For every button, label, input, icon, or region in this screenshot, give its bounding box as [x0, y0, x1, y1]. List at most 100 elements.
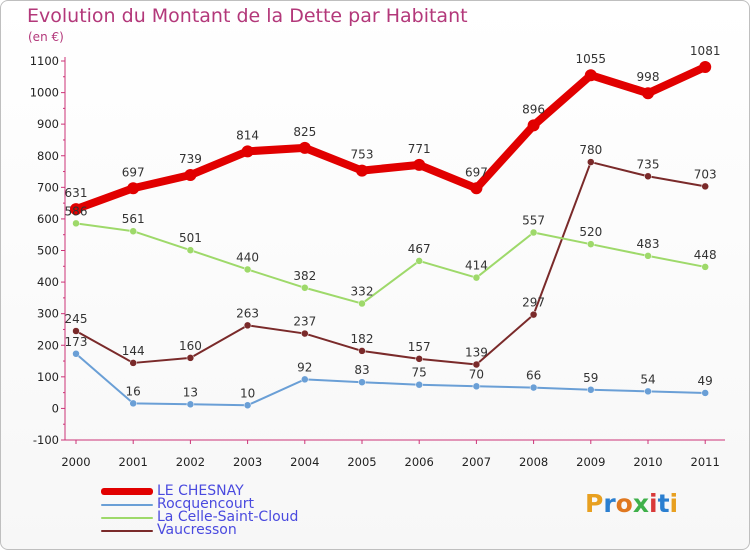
- x-tick-label: 2006: [405, 455, 434, 469]
- y-tick-label: 200: [37, 338, 59, 352]
- data-point: [301, 375, 309, 384]
- legend-item: Rocquencourt: [101, 496, 298, 512]
- data-label: 735: [637, 157, 660, 171]
- data-label: 557: [522, 213, 545, 227]
- legend-item: Vaucresson: [101, 522, 298, 538]
- x-tick-label: 2011: [691, 455, 720, 469]
- data-label: 173: [65, 335, 88, 349]
- legend-item: LE CHESNAY: [101, 484, 298, 498]
- y-tick-label: 300: [37, 307, 59, 321]
- data-label: 697: [122, 165, 145, 179]
- x-tick-label: 2004: [290, 455, 319, 469]
- y-tick-label: 700: [37, 180, 59, 194]
- x-tick-label: 2007: [462, 455, 491, 469]
- data-label: 66: [526, 369, 541, 383]
- data-label: 631: [65, 186, 88, 200]
- data-point: [415, 380, 423, 389]
- y-tick-label: -100: [33, 433, 59, 447]
- data-point: [129, 399, 137, 408]
- logo-letter: P: [585, 489, 604, 518]
- data-point: [127, 182, 140, 195]
- data-point: [186, 354, 195, 362]
- y-tick-label: 500: [37, 244, 59, 258]
- data-point: [587, 386, 595, 394]
- data-label: 739: [179, 152, 202, 166]
- data-point: [72, 350, 80, 358]
- x-tick-label: 2005: [347, 455, 376, 469]
- data-label: 998: [637, 70, 660, 84]
- data-label: 139: [465, 346, 488, 360]
- data-point: [243, 321, 252, 330]
- data-point: [301, 329, 309, 338]
- data-label: 332: [351, 285, 374, 299]
- legend-label: Vaucresson: [157, 522, 237, 538]
- series-line-0: [72, 63, 710, 214]
- data-point: [358, 299, 366, 308]
- proxiti-logo: Proxiti: [585, 489, 678, 518]
- data-label: 814: [236, 128, 259, 142]
- data-label: 16: [126, 384, 141, 398]
- data-label: 157: [408, 340, 431, 354]
- data-point: [644, 387, 652, 396]
- data-label: 70: [469, 367, 484, 381]
- chart-title: Evolution du Montant de la Dette par Hab…: [27, 5, 468, 27]
- data-label: 448: [694, 248, 717, 262]
- data-label: 586: [65, 204, 88, 218]
- data-label: 771: [408, 142, 431, 156]
- data-point: [129, 359, 137, 367]
- data-point: [186, 246, 195, 254]
- logo-letter: t: [657, 489, 670, 518]
- data-label: 92: [297, 360, 312, 374]
- data-point: [587, 240, 595, 248]
- data-label: 49: [698, 374, 713, 388]
- data-point: [72, 219, 80, 228]
- data-point: [186, 400, 195, 409]
- data-point: [529, 310, 538, 319]
- data-label: 520: [579, 225, 602, 239]
- logo-letter: i: [669, 489, 679, 518]
- data-label: 896: [522, 102, 545, 116]
- data-point: [701, 389, 709, 397]
- legend-label: La Celle-Saint-Cloud: [157, 509, 299, 525]
- data-label: 440: [236, 250, 259, 264]
- data-label: 75: [412, 366, 427, 380]
- legend-item: La Celle-Saint-Cloud: [101, 509, 299, 525]
- logo-letter: i: [649, 489, 658, 518]
- data-point: [241, 145, 254, 158]
- data-point: [358, 378, 366, 386]
- data-point: [644, 252, 652, 260]
- x-tick-label: 2010: [633, 455, 662, 469]
- y-tick-label: 900: [37, 117, 59, 131]
- y-tick-label: 100: [37, 370, 59, 384]
- data-point: [472, 382, 481, 391]
- data-point: [470, 182, 483, 195]
- legend-label: Rocquencourt: [157, 496, 254, 512]
- data-label: 144: [122, 344, 145, 358]
- chart-subtitle: (en €): [28, 30, 64, 44]
- data-label: 467: [408, 242, 431, 256]
- data-point: [243, 265, 252, 274]
- data-label: 561: [122, 212, 145, 226]
- y-tick-label: 800: [37, 149, 59, 163]
- legend-swatch: [101, 529, 153, 532]
- data-point: [415, 257, 423, 265]
- data-point: [184, 169, 197, 182]
- data-label: 297: [522, 296, 545, 310]
- data-label: 83: [354, 363, 369, 377]
- x-tick-label: 2003: [233, 455, 262, 469]
- data-point: [243, 401, 252, 410]
- data-point: [529, 228, 538, 237]
- data-label: 697: [465, 165, 488, 179]
- legend-swatch: [101, 488, 153, 495]
- y-tick-label: 1000: [30, 86, 59, 100]
- logo-letter: x: [632, 489, 649, 518]
- data-label: 703: [694, 167, 717, 181]
- data-label: 263: [236, 306, 259, 320]
- x-tick-label: 2001: [119, 455, 148, 469]
- data-label: 182: [351, 332, 374, 346]
- x-tick-label: 2002: [176, 455, 205, 469]
- legend-swatch: [101, 516, 153, 519]
- data-label: 780: [579, 143, 602, 157]
- data-label: 59: [583, 371, 598, 385]
- data-label: 483: [637, 237, 660, 251]
